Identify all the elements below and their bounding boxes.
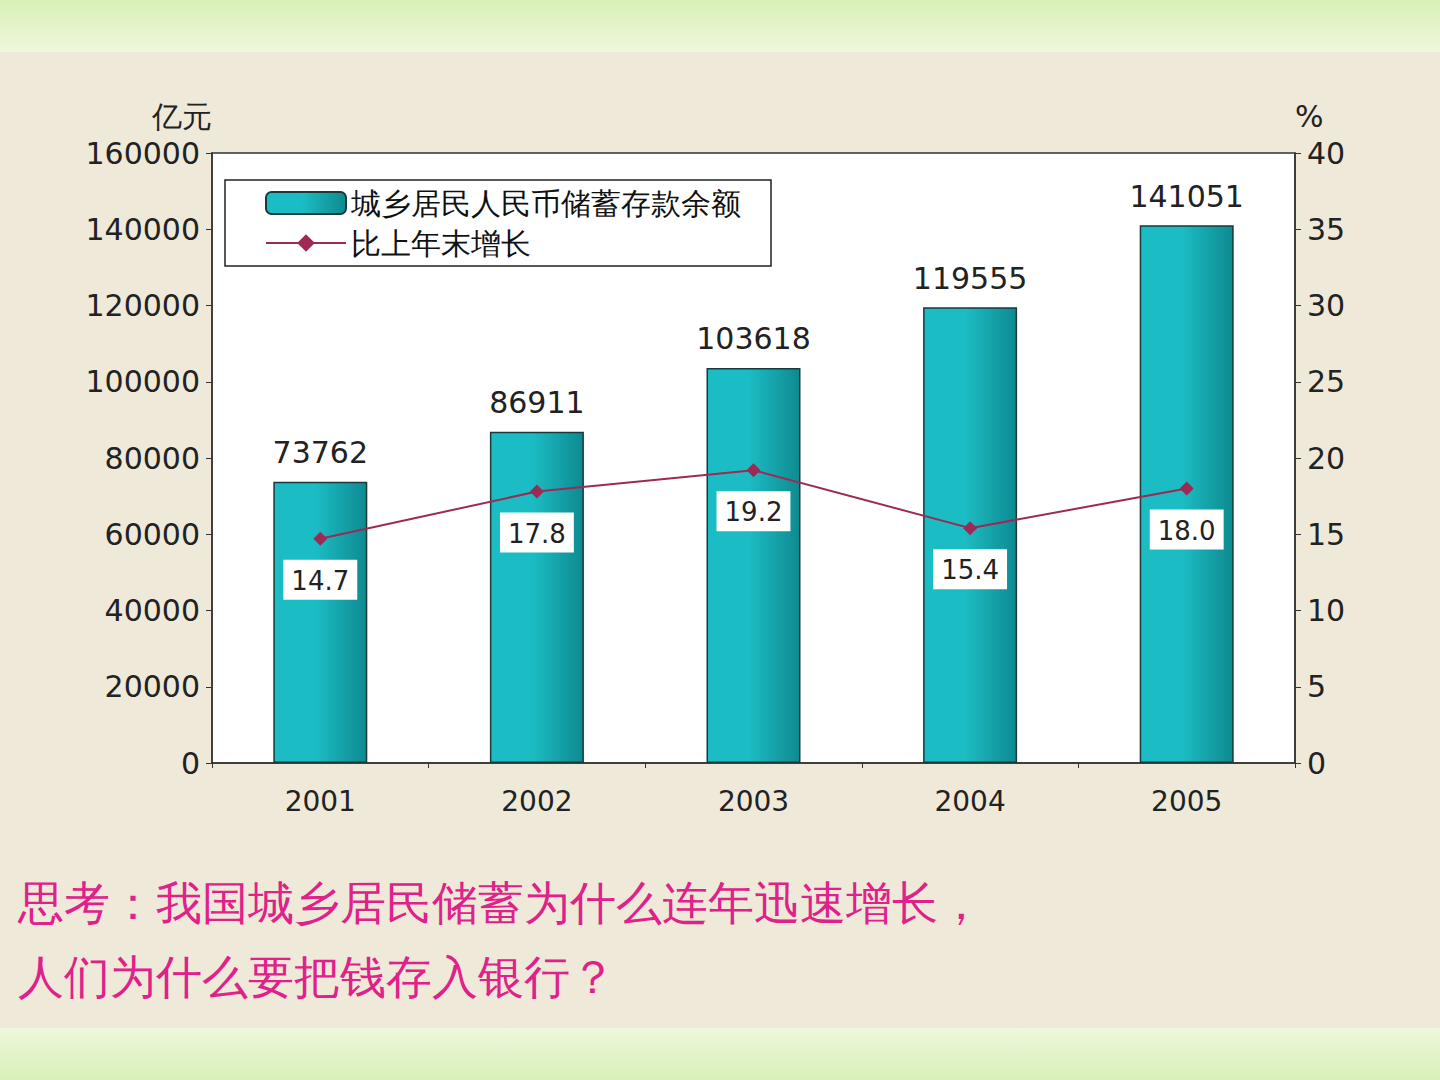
svg-text:18.0: 18.0 xyxy=(1158,516,1216,546)
svg-text:%: % xyxy=(1295,99,1324,134)
svg-text:0: 0 xyxy=(1307,746,1326,781)
svg-text:19.2: 19.2 xyxy=(725,497,783,527)
svg-text:35: 35 xyxy=(1307,212,1345,247)
svg-text:2004: 2004 xyxy=(934,785,1005,818)
svg-text:141051: 141051 xyxy=(1129,179,1244,214)
svg-text:2003: 2003 xyxy=(718,785,789,818)
html-text:人们为什么要把钱存入银行？: 人们为什么要把钱存入银行？ xyxy=(18,950,616,1004)
svg-text:5: 5 xyxy=(1307,669,1326,704)
svg-text:25: 25 xyxy=(1307,364,1345,399)
svg-text:比上年末增长: 比上年末增长 xyxy=(351,226,531,261)
svg-text:15: 15 xyxy=(1307,517,1345,552)
html-text:思考：我国城乡居民储蓄为什么连年迅速增长，: 思考：我国城乡居民储蓄为什么连年迅速增长， xyxy=(18,876,984,930)
svg-text:40000: 40000 xyxy=(105,593,200,628)
svg-text:17.8: 17.8 xyxy=(508,519,566,549)
svg-text:100000: 100000 xyxy=(85,364,200,399)
svg-text:亿元: 亿元 xyxy=(151,99,212,134)
svg-text:15.4: 15.4 xyxy=(941,555,999,585)
svg-text:160000: 160000 xyxy=(85,136,200,171)
svg-text:73762: 73762 xyxy=(273,435,368,470)
svg-text:14.7: 14.7 xyxy=(291,566,349,596)
svg-text:80000: 80000 xyxy=(105,441,200,476)
svg-text:40: 40 xyxy=(1307,136,1345,171)
svg-text:119555: 119555 xyxy=(913,261,1028,296)
svg-text:120000: 120000 xyxy=(85,288,200,323)
svg-text:20: 20 xyxy=(1307,441,1345,476)
svg-text:10: 10 xyxy=(1307,593,1345,628)
svg-text:2002: 2002 xyxy=(501,785,572,818)
svg-text:2005: 2005 xyxy=(1151,785,1222,818)
svg-text:30: 30 xyxy=(1307,288,1345,323)
svg-text:0: 0 xyxy=(181,746,200,781)
svg-text:140000: 140000 xyxy=(85,212,200,247)
svg-text:20000: 20000 xyxy=(105,669,200,704)
svg-text:2001: 2001 xyxy=(285,785,356,818)
svg-text:60000: 60000 xyxy=(105,517,200,552)
svg-text:86911: 86911 xyxy=(489,385,584,420)
svg-text:城乡居民人民币储蓄存款余额: 城乡居民人民币储蓄存款余额 xyxy=(350,186,741,221)
svg-text:103618: 103618 xyxy=(696,321,811,356)
